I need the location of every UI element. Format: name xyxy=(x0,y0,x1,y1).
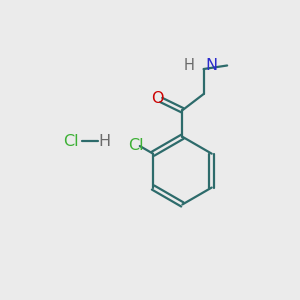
Text: Cl: Cl xyxy=(63,134,78,149)
Text: H: H xyxy=(98,134,110,149)
Text: Cl: Cl xyxy=(128,138,144,153)
Text: N: N xyxy=(205,58,217,73)
Text: O: O xyxy=(151,91,164,106)
Text: H: H xyxy=(184,58,195,73)
